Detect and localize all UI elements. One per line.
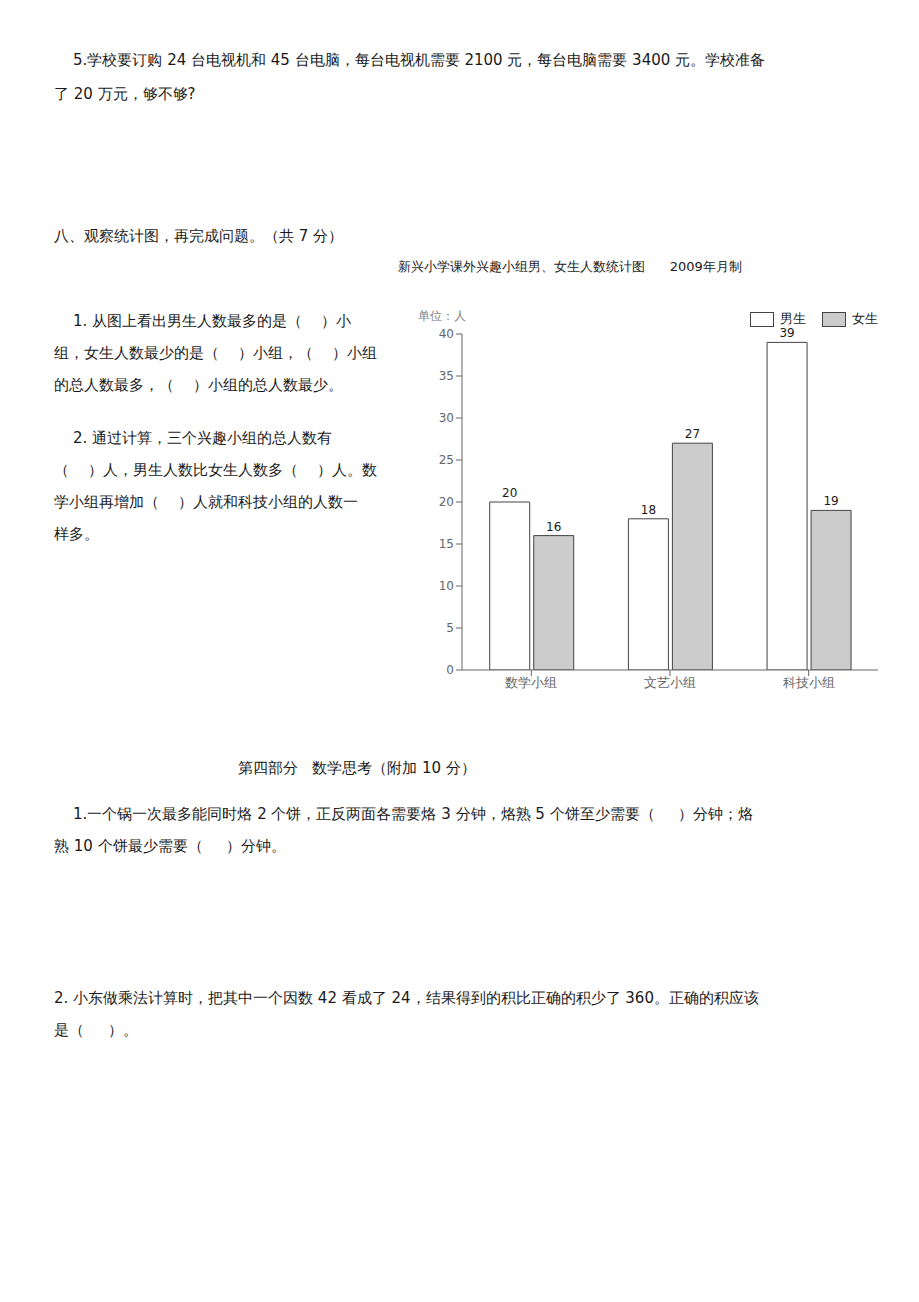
svg-text:20: 20 <box>502 486 517 500</box>
svg-text:10: 10 <box>439 579 454 593</box>
html-text:的总人数最多，（ ）小组的总人数最少。: 的总人数最多，（ ）小组的总人数最少。 <box>54 376 344 394</box>
svg-text:16: 16 <box>546 520 561 534</box>
svg-text:25: 25 <box>439 453 454 467</box>
svg-text:39: 39 <box>779 326 794 340</box>
svg-text:18: 18 <box>641 503 656 517</box>
svg-text:35: 35 <box>439 369 454 383</box>
html-text:2. 小东做乘法计算时，把其中一个因数 42 看成了 24，: 2. 小东做乘法计算时，把其中一个因数 42 看成了 24，结果得到的积比正确的… <box>54 989 759 1007</box>
html-text:（ ）人，男生人数比女生人数多（ ）人。数: （ ）人，男生人数比女生人数多（ ）人。数 <box>54 461 378 479</box>
html-text:1. 从图上看出男生人数最多的是（ ）小: 1. 从图上看出男生人数最多的是（ ）小 <box>54 312 352 330</box>
svg-text:30: 30 <box>439 411 454 425</box>
html-text:熟 10 个饼最少需要（ ）分钟。: 熟 10 个饼最少需要（ ）分钟。 <box>54 837 287 855</box>
html-text:是（ ）。: 是（ ）。 <box>54 1021 138 1039</box>
svg-text:20: 20 <box>439 495 454 509</box>
svg-text:科技小组: 科技小组 <box>783 675 835 690</box>
html-text:5.学校要订购 24 台电视机和 45 台电脑，每台电视机需: 5.学校要订购 24 台电视机和 45 台电脑，每台电视机需要 2100 元，每… <box>54 51 766 69</box>
html-text:八、观察统计图，再完成问题。（共 7 分）: 八、观察统计图，再完成问题。（共 7 分） <box>54 227 344 245</box>
svg-text:数学小组: 数学小组 <box>505 675 557 690</box>
svg-text:0: 0 <box>446 663 454 677</box>
svg-text:单位：人: 单位：人 <box>418 309 466 323</box>
html-text:男生: 男生 <box>780 311 806 326</box>
html-text:了 20 万元，够不够?: 了 20 万元，够不够? <box>54 85 196 103</box>
html-text:1.一个锅一次最多能同时烙 2 个饼，正反两面各需要烙 3: 1.一个锅一次最多能同时烙 2 个饼，正反两面各需要烙 3 分钟，烙熟 5 个饼… <box>54 805 754 823</box>
html-text:组，女生人数最少的是（ ）小组，（ ）小组: 组，女生人数最少的是（ ）小组，（ ）小组 <box>54 344 378 362</box>
svg-text:27: 27 <box>685 427 700 441</box>
html-text:2. 通过计算，三个兴趣小组的总人数有: 2. 通过计算，三个兴趣小组的总人数有 <box>54 429 333 447</box>
svg-text:文艺小组: 文艺小组 <box>644 675 696 690</box>
html-text:学小组再增加（ ）人就和科技小组的人数一: 学小组再增加（ ）人就和科技小组的人数一 <box>54 493 359 511</box>
svg-text:15: 15 <box>439 537 454 551</box>
html-text:女生: 女生 <box>852 311 878 326</box>
html-text:样多。: 样多。 <box>54 525 99 543</box>
svg-text:5: 5 <box>446 621 454 635</box>
svg-text:40: 40 <box>439 327 454 341</box>
html-text:新兴小学课外兴趣小组男、女生人数统计图 2009年月制: 新兴小学课外兴趣小组男、女生人数统计图 2009年月制 <box>398 259 742 274</box>
html-text:第四部分 数学思考（附加 10 分）: 第四部分 数学思考（附加 10 分） <box>238 759 476 777</box>
svg-text:19: 19 <box>823 494 838 508</box>
